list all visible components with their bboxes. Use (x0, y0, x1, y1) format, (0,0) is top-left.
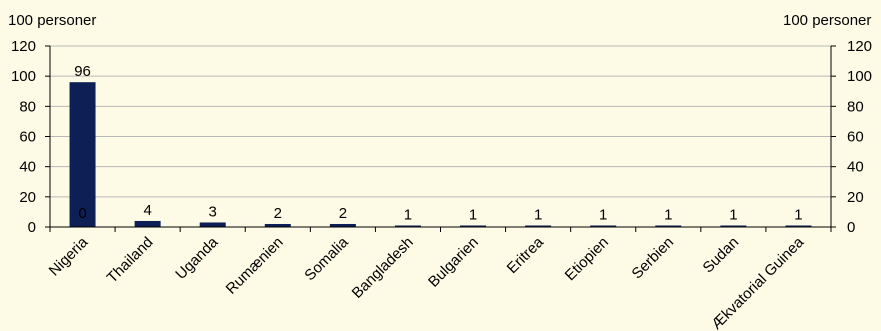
y-tick-label-right: 20 (847, 189, 864, 206)
bar (525, 225, 552, 227)
y-tick-label-left: 100 (11, 68, 36, 85)
y-tick-label-right: 100 (847, 68, 872, 85)
bar (329, 223, 356, 227)
y-tick-label-left: 40 (19, 159, 36, 176)
data-label: 1 (729, 206, 737, 223)
bar (720, 225, 747, 227)
bar (460, 225, 487, 227)
bar (655, 225, 682, 227)
x-tick-label: Rumænien (223, 234, 287, 298)
y-tick-label-left: 80 (19, 98, 36, 115)
x-tick-label: Thailand (104, 234, 157, 287)
data-label: 2 (274, 205, 282, 222)
y-tick-label-left: 20 (19, 189, 36, 206)
data-label: 1 (664, 206, 672, 223)
data-label: 1 (534, 206, 542, 223)
y-tick-label-right: 40 (847, 159, 864, 176)
data-label: 1 (599, 206, 607, 223)
data-label: 1 (404, 206, 412, 223)
bar (134, 220, 161, 227)
data-label: 96 (74, 63, 91, 80)
x-tick-label: Uganda (172, 233, 222, 283)
data-label: 1 (794, 206, 802, 223)
data-label: 3 (209, 203, 217, 220)
gridlines (50, 45, 831, 198)
x-tick-label: Bulgarien (425, 234, 482, 291)
data-labels: 96 4 3 2 2 1 1 1 1 1 1 1 (74, 63, 802, 223)
data-label: 1 (469, 206, 477, 223)
bar (785, 225, 812, 227)
x-tick-label: Eritrea (504, 233, 548, 277)
y-tick-label-left: 0 (28, 219, 36, 236)
data-label: 4 (143, 202, 151, 219)
y-tick-label-right: 120 (847, 38, 872, 55)
bar (590, 225, 617, 227)
x-tick-label: Somalia (301, 233, 352, 284)
x-tick-label: Nigeria (46, 233, 92, 279)
right-axis-unit: 100 personer (783, 12, 871, 29)
x-tick-label: Serbien (629, 234, 678, 283)
y-tick-label-right: 60 (847, 129, 864, 146)
bar (394, 225, 421, 227)
y-tick-label-left: 120 (11, 38, 36, 55)
y-tick-label-right: 80 (847, 98, 864, 115)
x-tick-label: Sudan (700, 234, 743, 277)
bar (69, 82, 96, 227)
bar (199, 222, 226, 227)
x-tick-label: Etiopien (562, 234, 612, 284)
x-tick-labels: Nigeria Thailand Uganda Rumænien SomaliaBang… (46, 233, 808, 331)
bars (69, 82, 812, 227)
y-tick-label-left: 60 (19, 129, 36, 146)
bar (264, 223, 291, 227)
x-tick-label: Bangladesh (349, 234, 417, 302)
axes (45, 45, 836, 232)
stray-zero-label: 0 (78, 205, 86, 222)
y-tick-label-right: 0 (847, 219, 855, 236)
data-label: 2 (339, 205, 347, 222)
left-axis-unit: 100 personer (8, 12, 96, 29)
